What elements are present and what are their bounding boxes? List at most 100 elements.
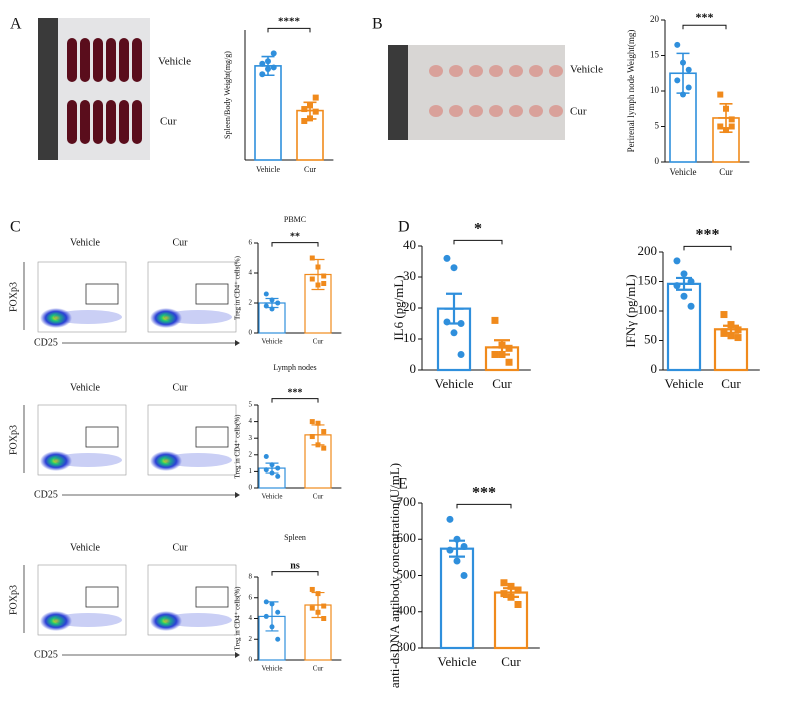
flow-scatter (164, 310, 232, 324)
error-bar (674, 276, 694, 291)
data-point (309, 255, 315, 261)
significance-bracket (683, 245, 732, 251)
error-bar (718, 102, 734, 133)
y-tick-label: 2 (249, 450, 253, 458)
lymph-node (509, 105, 523, 117)
significance-bracket (456, 503, 512, 509)
data-point (443, 254, 451, 262)
y-tick-label: 5 (249, 401, 253, 409)
lymph-node (549, 105, 563, 117)
y-tick-label: 40 (403, 237, 416, 252)
data-point (734, 326, 742, 334)
photo-label: Vehicle (158, 56, 191, 68)
data-point (263, 291, 269, 297)
error-bar (310, 258, 326, 291)
flow-scatter (164, 613, 232, 627)
spleen (119, 38, 129, 82)
bar (713, 328, 749, 372)
flow-scatter (54, 310, 122, 324)
data-point (309, 434, 315, 440)
x-tick-label: Vehicle (256, 165, 280, 174)
lymph-node (489, 105, 503, 117)
x-tick-label: Cur (721, 376, 741, 391)
data-point (446, 546, 454, 554)
data-point (728, 123, 735, 130)
y-axis-label: anti-dsDNA antibody concentration(U/mL) (387, 463, 402, 688)
y-tick-label: 200 (638, 243, 658, 258)
data-point (491, 316, 499, 324)
photo-label: Cur (160, 116, 177, 128)
x-tick-label: Cur (313, 493, 324, 501)
y-tick-label: 600 (397, 530, 417, 545)
data-point (275, 300, 281, 306)
photo (388, 45, 565, 140)
data-point (312, 108, 319, 115)
data-point (307, 102, 313, 109)
data-point (321, 616, 327, 621)
data-point (263, 613, 269, 619)
flow-x-label: CD25 (34, 337, 58, 348)
data-point (263, 303, 269, 309)
data-point (269, 306, 275, 312)
x-tick-label: Cur (304, 165, 316, 174)
y-axis-label: Treg in CD4⁺ cells(%) (234, 586, 242, 651)
lymph-node (529, 105, 543, 117)
data-point (259, 60, 266, 67)
spleen (67, 38, 77, 82)
spleen (93, 100, 103, 144)
significance-bracket (682, 24, 727, 30)
data-point (275, 609, 281, 615)
data-point (728, 116, 735, 123)
y-tick-label: 6 (249, 239, 253, 247)
lymph-node (529, 65, 543, 77)
data-point (269, 624, 275, 630)
data-point (720, 329, 728, 337)
flow-title: Vehicle (70, 382, 101, 393)
flow-title: Cur (173, 542, 189, 553)
flow-arrowhead (235, 340, 240, 346)
y-tick-label: 0 (249, 329, 253, 337)
data-point (321, 445, 327, 451)
data-point (680, 292, 688, 300)
x-tick-label: Vehicle (262, 338, 283, 346)
data-point (309, 419, 315, 425)
data-point (312, 94, 319, 101)
y-tick-label: 10 (403, 330, 416, 345)
data-point (446, 515, 454, 523)
x-tick-label: Cur (501, 654, 521, 669)
spleen (67, 100, 77, 144)
y-tick-label: 3 (249, 434, 253, 442)
y-tick-label: 0 (410, 361, 417, 376)
data-point (457, 320, 465, 327)
flow-scatter (54, 453, 122, 467)
lymph-node (449, 105, 463, 117)
flow-arrowhead (235, 492, 240, 498)
data-point (498, 351, 506, 358)
panel-label: D (398, 219, 410, 236)
y-tick-label: 4 (249, 614, 253, 622)
chart-title: Spleen (284, 533, 306, 542)
y-tick-label: 700 (397, 494, 417, 509)
flow-title: Vehicle (70, 237, 101, 248)
data-point (309, 605, 315, 611)
data-point (321, 603, 327, 609)
y-axis-label: Spleen/Body Weight(mg/g) (223, 51, 232, 139)
data-point (270, 64, 277, 71)
y-tick-label: 50 (644, 331, 657, 346)
gate (85, 426, 119, 448)
flow-cloud (150, 611, 182, 631)
significance-bracket (271, 242, 319, 247)
y-tick-label: 0 (249, 484, 253, 492)
data-point (498, 341, 506, 349)
flow-scatter (54, 613, 122, 627)
error-bar (675, 52, 691, 94)
ruler (38, 18, 58, 160)
significance-bracket (267, 27, 311, 33)
y-tick-label: 300 (397, 639, 417, 654)
y-tick-label: 500 (397, 566, 417, 581)
spleen (80, 100, 90, 144)
significance: *** (696, 227, 720, 244)
y-axis-label: Treg in CD4⁺ cells(%) (234, 255, 242, 320)
data-point (723, 127, 729, 134)
